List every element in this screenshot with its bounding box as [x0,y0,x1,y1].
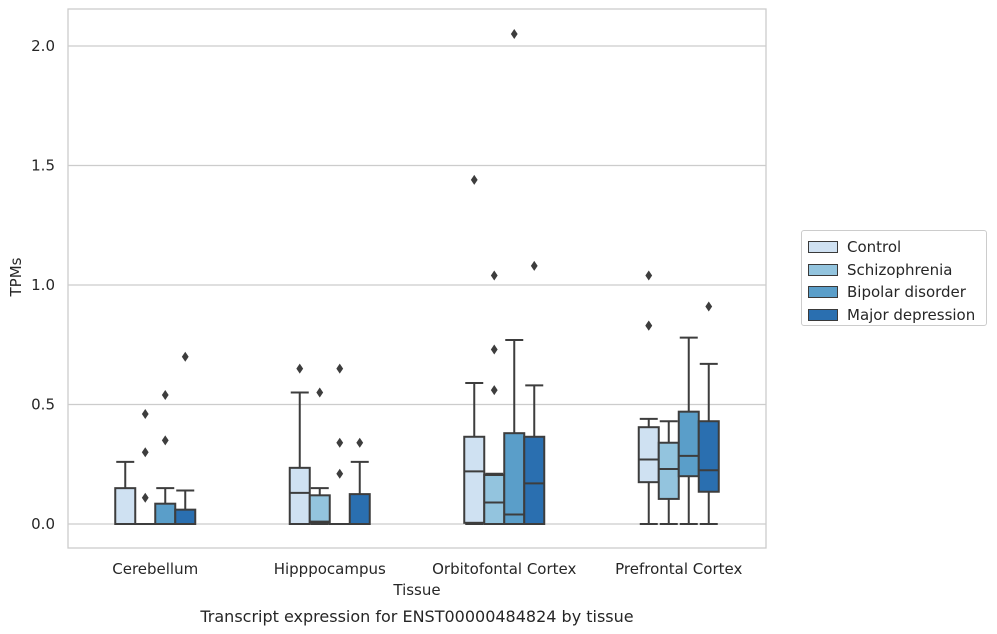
iqr-box [657,441,680,500]
box-bipolar-disorder [503,29,526,525]
iqr-box [677,410,700,478]
box-schizophrenia [657,420,680,525]
outlier-point [530,260,538,271]
outlier-point [296,363,304,374]
outlier-point [316,387,324,398]
y-tick-label: 1.0 [31,276,55,294]
box-schizophrenia [483,270,506,526]
legend-swatch [808,286,838,299]
box-major-depression [523,260,546,526]
iqr-box [483,474,506,526]
box-bipolar-disorder [677,336,700,525]
legend-swatch [808,308,838,321]
box-bipolar-disorder [328,363,351,526]
legend-swatch [808,241,838,254]
box-major-depression [697,301,720,525]
y-tick-label: 1.5 [31,157,55,175]
legend-label: Schizophrenia [847,260,953,279]
legend-item: Bipolar disorder [808,281,986,304]
box-bipolar-disorder [154,389,177,525]
legend-item: Control [808,236,986,259]
y-axis-label: TPMs [7,257,25,297]
iqr-box [174,508,197,526]
outlier-point [645,270,653,281]
box-control [114,460,137,525]
outlier-point [645,320,653,331]
iqr-box [463,435,486,524]
legend: Control Schizophrenia Bipolar disorder Majo… [801,230,987,326]
iqr-box [288,466,311,525]
outlier-point [490,270,498,281]
box-schizophrenia [134,409,157,526]
outlier-point [356,437,364,448]
outlier-point [336,363,344,374]
outlier-point [141,447,149,458]
x-axis-label: Tissue [392,581,440,599]
box-control [637,270,660,525]
legend-label: Control [847,238,902,257]
iqr-box [308,494,331,524]
outlier-point [141,492,149,503]
box-major-depression [348,437,371,525]
box-major-depression [174,351,197,526]
outlier-point [336,468,344,479]
x-tick-labels: Cerebellum Hipppocampus Orbitofontal Corte… [112,560,742,578]
iqr-box [523,435,546,526]
x-tick-label: Prefrontal Cortex [615,560,742,578]
legend-label: Bipolar disorder [847,283,966,302]
y-tick-label: 2.0 [31,37,55,55]
x-tick-label: Cerebellum [112,560,198,578]
outlier-point [161,389,169,400]
x-tick-label: Hipppocampus [274,560,386,578]
y-tick-labels: 0.0 0.5 1.0 1.5 2.0 [31,37,55,533]
box-control [288,363,311,525]
boxes [114,29,720,526]
iqr-box [503,432,526,525]
legend-item: Schizophrenia [808,259,986,282]
outlier-point [490,344,498,355]
iqr-box [697,420,720,493]
iqr-box [114,487,137,525]
x-tick-label: Orbitofontal Cortex [432,560,576,578]
iqr-box [154,502,177,525]
outlier-point [181,351,189,362]
legend-item: Major depression [808,304,986,327]
outlier-point [705,301,713,312]
outlier-point [490,385,498,396]
outlier-point [336,437,344,448]
plot-frame [67,8,767,549]
outlier-point [470,174,478,185]
outlier-point [510,29,518,40]
iqr-box [637,426,660,484]
legend-label: Major depression [847,305,976,324]
y-tick-label: 0.5 [31,396,55,414]
iqr-box [348,493,371,525]
outlier-point [141,409,149,420]
box-control [463,174,486,525]
y-tick-label: 0.0 [31,515,55,533]
chart-caption: Transcript expression for ENST0000048482… [199,607,633,626]
box-schizophrenia [308,387,331,525]
outlier-point [161,435,169,446]
legend-swatch [808,263,838,276]
